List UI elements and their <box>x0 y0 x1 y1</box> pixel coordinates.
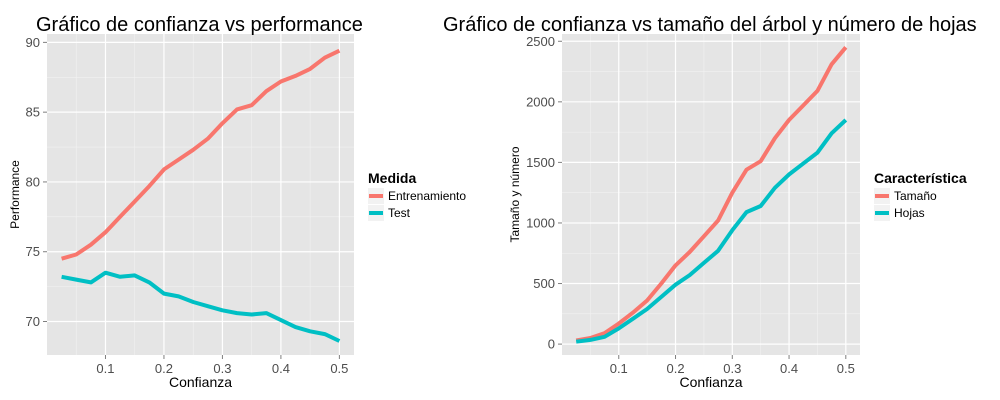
y-tick-label: 90 <box>26 35 40 50</box>
x-tick-label: 0.2 <box>666 361 684 376</box>
legend-label: Hojas <box>894 206 925 220</box>
legend-label: Test <box>388 206 411 220</box>
chart-title: Gráfico de confianza vs performance <box>36 14 363 36</box>
y-axis-label: Tamaño y número <box>508 146 522 242</box>
y-tick-label: 70 <box>26 314 40 329</box>
legend-label: Entrenamiento <box>388 189 466 203</box>
y-tick-label: 1500 <box>526 155 555 170</box>
x-axis-label: Confianza <box>169 374 232 390</box>
chart-2: 0.1 0.2 0.3 0.4 0.5 0 500 1000 1500 2000 2500Gráfi… <box>443 14 977 390</box>
y-tick-label: 75 <box>26 244 40 259</box>
plot-panel <box>47 34 354 355</box>
x-tick-label: 0.4 <box>780 361 798 376</box>
legend-title: Característica <box>874 170 967 186</box>
x-tick-label: 0.3 <box>723 361 741 376</box>
series-line-2 <box>61 270 341 343</box>
plot-panel <box>562 34 860 355</box>
x-axis-label: Confianza <box>679 374 742 390</box>
legend: Característica Tamaño Hojas <box>874 170 967 221</box>
y-tick-label: 1000 <box>526 215 555 230</box>
x-tick-label: 0.1 <box>610 361 628 376</box>
x-tick-label: 0.5 <box>837 361 855 376</box>
y-tick-label: 85 <box>26 105 40 120</box>
series-line-1 <box>575 46 848 343</box>
x-tick-label: 0.5 <box>330 361 348 376</box>
chart-title: Gráfico de confianza vs tamaño del árbol… <box>443 14 977 36</box>
y-tick-label: 2000 <box>526 94 555 109</box>
legend-label: Tamaño <box>894 189 937 203</box>
y-tick-label: 80 <box>26 174 40 189</box>
legend-title: Medida <box>368 170 416 186</box>
y-tick-label: 0 <box>548 337 555 352</box>
y-tick-label: 2500 <box>526 34 555 49</box>
series-line-2 <box>575 118 848 344</box>
x-tick-label: 0.2 <box>155 361 173 376</box>
x-tick-label: 0.3 <box>213 361 231 376</box>
y-axis-label: Performance <box>8 160 22 229</box>
x-tick-label: 0.1 <box>96 361 114 376</box>
series-line-1 <box>61 48 341 261</box>
y-tick-label: 500 <box>533 276 555 291</box>
x-tick-label: 0.4 <box>272 361 290 376</box>
legend: Medida Entrenamiento Test <box>368 170 466 221</box>
